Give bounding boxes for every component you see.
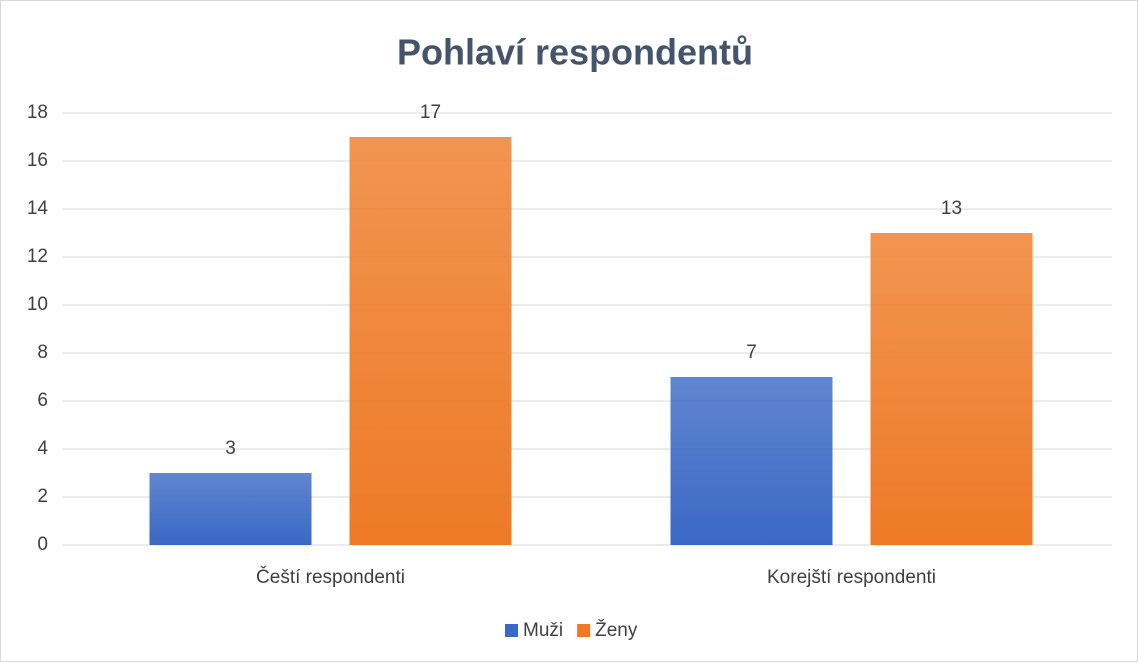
data-label: 17 <box>420 102 441 123</box>
y-tick-label: 16 <box>27 150 48 171</box>
legend-label: Muži <box>523 620 563 641</box>
legend-swatch <box>577 624 591 637</box>
legend-label: Ženy <box>595 619 638 641</box>
data-label: 7 <box>746 342 757 363</box>
bar <box>349 137 512 545</box>
data-label: 13 <box>941 198 962 219</box>
y-tick-label: 0 <box>37 534 48 555</box>
y-tick-label: 10 <box>27 294 48 315</box>
y-tick-label: 6 <box>37 390 48 411</box>
y-tick-label: 2 <box>37 486 48 507</box>
chart-title: Pohlaví respondentů <box>397 32 753 73</box>
x-tick-label: Korejští respondenti <box>767 567 936 588</box>
bar <box>670 377 833 545</box>
y-tick-label: 8 <box>37 342 48 363</box>
legend-swatch <box>505 624 518 637</box>
x-tick-label: Čeští respondenti <box>256 566 405 588</box>
y-tick-label: 12 <box>27 246 48 267</box>
y-tick-label: 14 <box>27 198 49 219</box>
data-label: 3 <box>225 438 236 459</box>
y-tick-label: 4 <box>37 438 48 459</box>
y-tick-label: 18 <box>27 102 48 123</box>
bar <box>149 473 312 545</box>
bar <box>870 233 1033 545</box>
